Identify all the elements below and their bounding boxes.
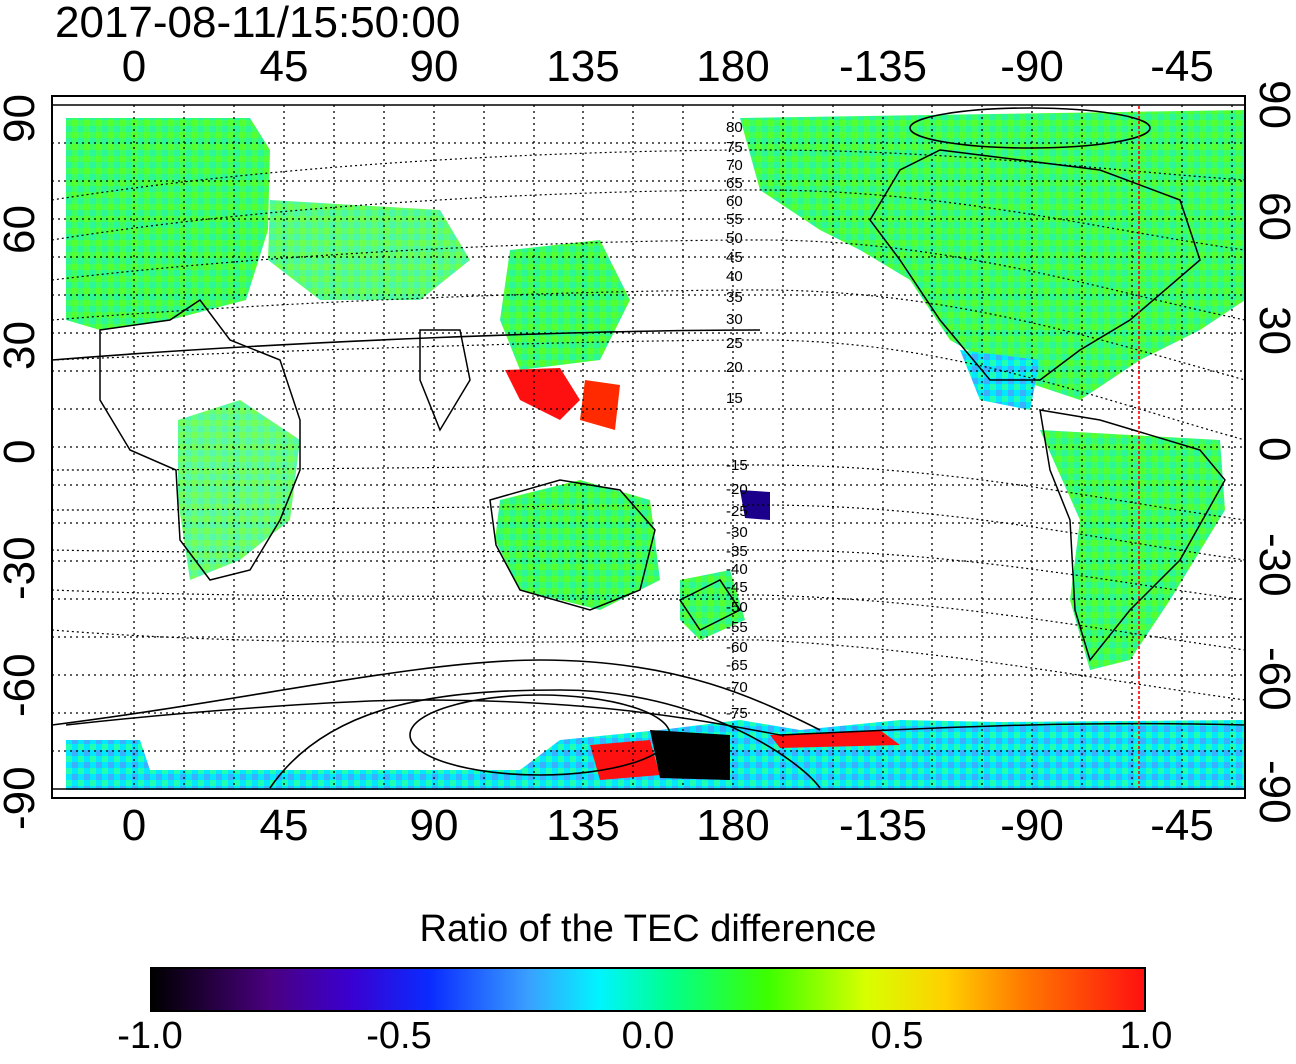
frame-top-band [51,95,1246,106]
mlat-label: 65 [726,175,743,192]
lon-label-bottom: 90 [409,801,459,850]
mlat-label: 55 [726,211,743,228]
lon-label-top: -90 [1000,42,1064,91]
map-timestamp: 2017-08-11/15:50:00 [55,0,461,47]
lon-label-top: 135 [546,42,620,91]
mlat-label: -55 [726,619,748,636]
mlat-label: -35 [726,543,748,560]
magnetic-contours [51,149,1246,701]
tec-positive-anomaly [505,368,580,420]
tec-positive-anomaly [580,380,620,430]
mlat-label: -15 [726,457,748,474]
mlat-label: 50 [726,230,743,247]
lon-label-bottom: -45 [1150,801,1214,850]
coastlines [65,149,1246,736]
mlat-label: 60 [726,193,743,210]
mlat-label: 30 [726,311,743,328]
mlat-label: 80 [726,119,743,136]
lon-label-top: -135 [838,42,928,91]
graticule [52,105,1245,789]
lon-label-top: 0 [121,42,147,91]
colorbar-tick: -1.0 [117,1015,183,1057]
mlat-label: -30 [726,524,748,541]
mlat-label: -45 [726,579,748,596]
tec-region-east-asia [500,240,630,370]
lon-label-top: 180 [696,42,770,91]
mlat-label: 40 [726,268,743,285]
mlat-label: -50 [726,599,748,616]
mlat-label: 70 [726,157,743,174]
colorbar-tick: 0.0 [621,1015,675,1057]
tec-region-new-zealand [680,570,745,640]
lon-label-bottom: -135 [838,801,928,850]
colorbar-tick: 0.5 [870,1015,924,1057]
frame-bottom-band [51,788,1246,799]
mlat-label: -40 [726,561,748,578]
lon-label-bottom: 0 [121,801,147,850]
colorbar [150,967,1146,1012]
colorbar-title: Ratio of the TEC difference [419,908,877,950]
lon-label-top: 90 [409,42,459,91]
mlat-label: -60 [726,639,748,656]
mlat-label: -75 [726,705,748,722]
tec-positive-anomaly [590,740,660,780]
mlat-label: 45 [726,249,743,266]
colorbar-tick: -0.5 [366,1015,432,1057]
magnetic-lat-labels: 80 75 70 65 60 55 50 45 40 35 30 25 20 1… [726,119,748,722]
lon-label-bottom: 180 [696,801,770,850]
mlat-label: 35 [726,289,743,306]
mlat-label: 25 [726,335,743,352]
lon-label-top: 45 [259,42,309,91]
tec-region-africa [178,400,300,580]
lon-label-bottom: 45 [259,801,309,850]
lon-label-bottom: 135 [546,801,620,850]
tec-region-europe [66,118,270,330]
lon-label-bottom: -90 [1000,801,1064,850]
tec-region-asia [268,200,470,300]
data-layer [66,110,1245,790]
colorbar-tick: 1.0 [1119,1015,1173,1057]
magnetic-contours-solid [51,107,1151,789]
lon-label-top: -45 [1150,42,1214,91]
mlat-label: 15 [726,390,743,407]
tec-negative-anomaly [740,490,770,520]
mlat-label: 20 [726,359,743,376]
mlat-label: -65 [726,657,748,674]
mlat-label: -20 [726,481,748,498]
mlat-label: 75 [726,139,743,156]
tec-region-australia [495,480,660,610]
tec-negative-anomaly [650,730,730,780]
mlat-label: -70 [726,679,748,696]
mlat-label: -25 [726,503,748,520]
